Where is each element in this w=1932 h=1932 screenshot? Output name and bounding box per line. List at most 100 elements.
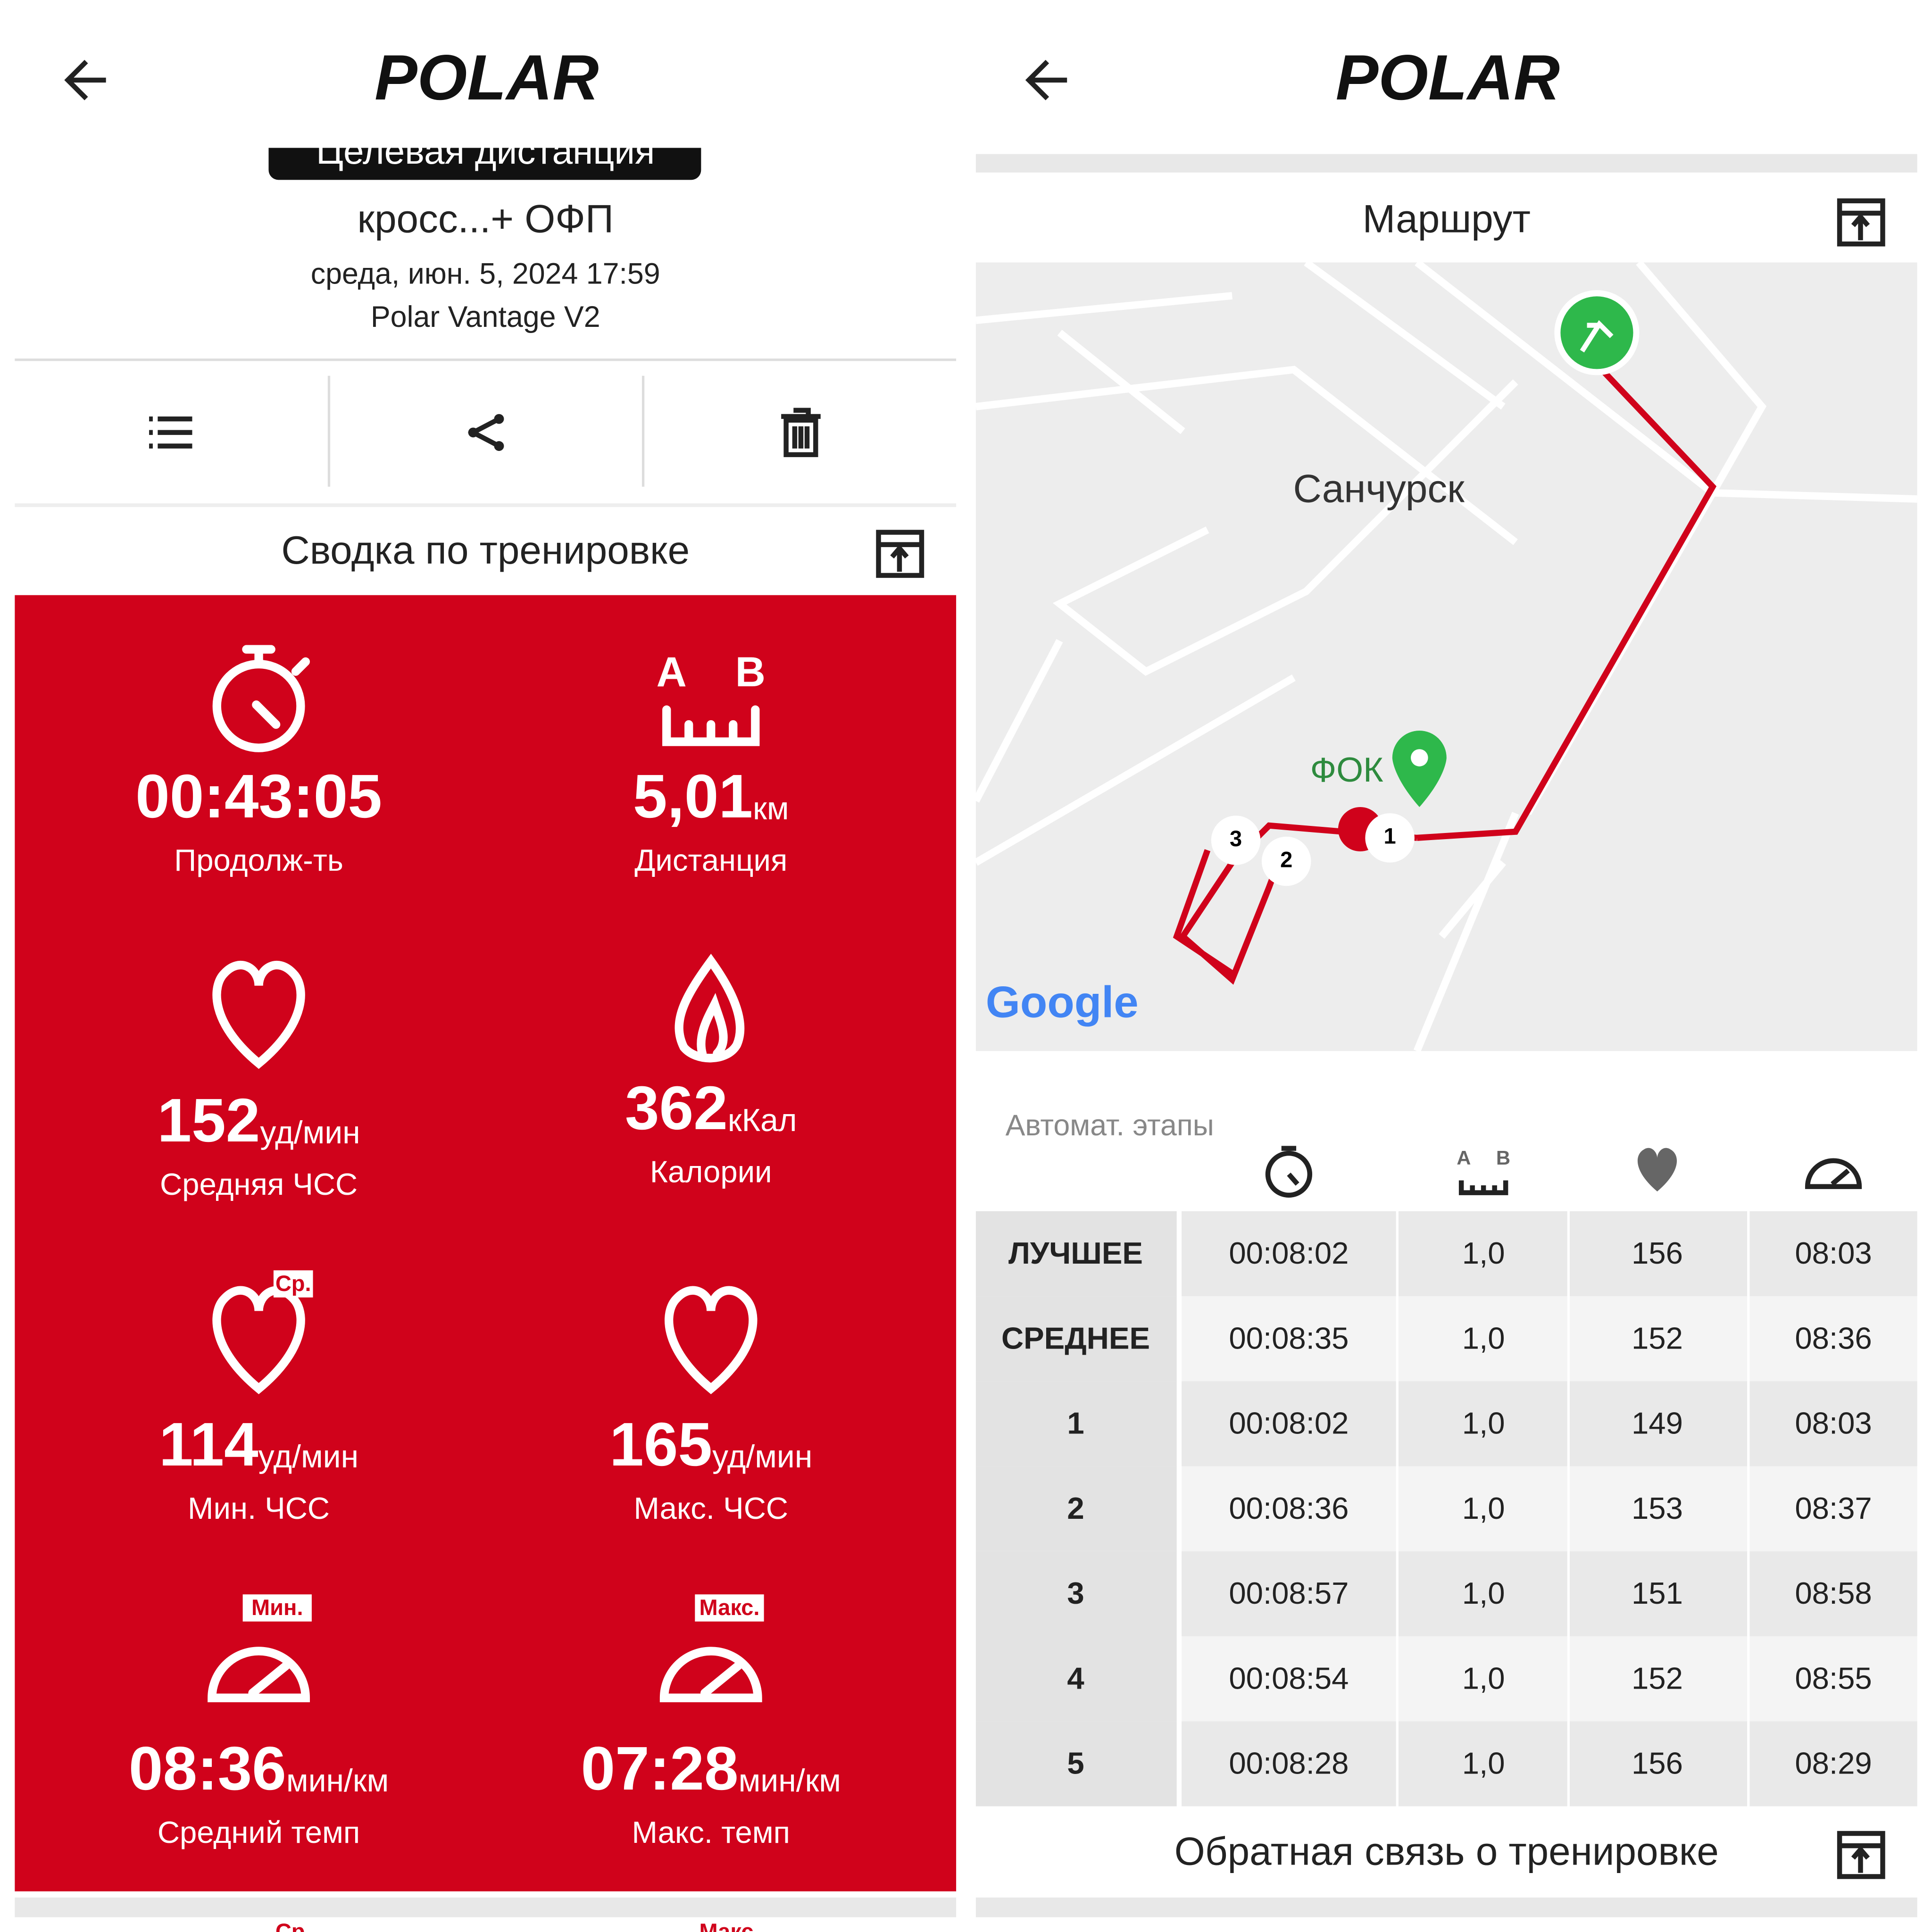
title: кросс...+ ОФП xyxy=(358,196,614,241)
cell xyxy=(1182,1721,1396,1807)
cell xyxy=(1182,1551,1396,1637)
heart-icon xyxy=(665,1286,758,1394)
cell xyxy=(975,1636,1177,1722)
cell-text: 00:08:35 xyxy=(1229,1321,1349,1355)
cell-text: 00:08:02 xyxy=(1229,1236,1349,1270)
cell-text: 5 xyxy=(1067,1746,1084,1781)
cell-text: 08:37 xyxy=(1795,1491,1872,1525)
delete-button[interactable] xyxy=(781,408,821,458)
lap-marker[interactable] xyxy=(1211,816,1261,865)
back-button[interactable] xyxy=(64,59,106,100)
stat-value: 00:43:05 xyxy=(135,761,382,830)
cell-text: 08:58 xyxy=(1795,1576,1872,1610)
value: 165 xyxy=(609,1410,712,1479)
cell xyxy=(1398,1551,1567,1637)
distance-icon xyxy=(662,705,760,746)
unit: мин/км xyxy=(286,1763,389,1799)
cell xyxy=(975,1296,1177,1382)
laps-title: Автомат. этапы xyxy=(1006,1109,1214,1142)
lap-marker[interactable] xyxy=(1261,836,1311,886)
stat-label: Мин. ЧСС xyxy=(188,1491,330,1525)
cell-text: 00:08:54 xyxy=(1229,1661,1349,1695)
map[interactable] xyxy=(972,259,1917,1053)
cell-text: 149 xyxy=(1632,1406,1683,1441)
cell-text: 3 xyxy=(1067,1576,1084,1610)
logo: POLAR xyxy=(375,42,599,113)
list-button[interactable] xyxy=(149,416,192,449)
cell-text: 152 xyxy=(1632,1661,1683,1695)
lap-marker-label: 2 xyxy=(1280,847,1292,872)
cell-text: 4 xyxy=(1067,1661,1084,1695)
badge-bg xyxy=(273,1918,313,1932)
laps-duration-icon xyxy=(1265,1146,1313,1198)
cell-text: 00:08:02 xyxy=(1229,1406,1349,1441)
cell-text: 151 xyxy=(1632,1576,1683,1610)
cell-text: 1 xyxy=(1067,1406,1084,1441)
cell xyxy=(1570,1211,1748,1297)
value: 5,01 xyxy=(633,761,753,830)
cell xyxy=(1398,1466,1567,1551)
cell xyxy=(1398,1211,1567,1297)
stat-value: 114уд/мин xyxy=(159,1410,358,1479)
cell xyxy=(1749,1551,1917,1637)
cell-text: 08:55 xyxy=(1795,1661,1872,1695)
cell-text: 152 xyxy=(1632,1321,1683,1355)
badge-bg xyxy=(273,1270,313,1298)
stat-value: 5,01км xyxy=(633,761,789,830)
export-button[interactable] xyxy=(1837,1831,1885,1879)
badge: Ср. xyxy=(275,1919,311,1932)
badge: Мин. xyxy=(251,1595,303,1620)
cell-text: 1,0 xyxy=(1462,1746,1505,1781)
separator xyxy=(15,1897,957,1917)
icon-label: A xyxy=(1457,1147,1471,1169)
stat-value: 152уд/мин xyxy=(157,1085,360,1154)
cell xyxy=(1570,1381,1748,1466)
cell-text: 1,0 xyxy=(1462,1576,1505,1610)
cell-text: 1,0 xyxy=(1462,1406,1505,1441)
stat-label: Средняя ЧСС xyxy=(160,1167,358,1201)
cell xyxy=(1570,1636,1748,1722)
cell-text: 00:08:28 xyxy=(1229,1746,1349,1781)
cell xyxy=(975,1211,1177,1297)
stat-value: 165уд/мин xyxy=(609,1410,812,1479)
cell xyxy=(1398,1636,1567,1722)
cell xyxy=(1182,1381,1396,1466)
cell-text: 153 xyxy=(1632,1491,1683,1525)
stat-label: Макс. темп xyxy=(632,1815,790,1849)
badge: Макс. xyxy=(699,1595,759,1620)
stat-value: 362кКал xyxy=(625,1073,797,1142)
export-button[interactable] xyxy=(876,530,924,578)
cell xyxy=(1570,1721,1748,1807)
separator xyxy=(975,154,1917,173)
unit: км xyxy=(753,791,789,826)
unit: уд/мин xyxy=(258,1439,358,1474)
export-button[interactable] xyxy=(1837,198,1885,247)
unit: уд/мин xyxy=(260,1115,360,1150)
cell-text: 1,0 xyxy=(1462,1661,1505,1695)
cell xyxy=(1182,1636,1396,1722)
feedback-title: Обратная связь о тренировке xyxy=(1174,1829,1719,1874)
lap-marker[interactable] xyxy=(1365,813,1415,863)
map-place: ФОК xyxy=(1310,751,1383,789)
cell-text: 00:08:36 xyxy=(1229,1491,1349,1525)
cell xyxy=(1749,1721,1917,1807)
icon-label: B xyxy=(735,649,766,695)
value: 00:43:05 xyxy=(135,761,382,830)
cell xyxy=(1749,1466,1917,1551)
cell xyxy=(975,1551,1177,1637)
lap-marker-label: 3 xyxy=(1230,826,1242,851)
cell xyxy=(1570,1296,1748,1382)
cell xyxy=(1749,1296,1917,1382)
stat-label: Калории xyxy=(650,1155,772,1189)
cell xyxy=(1182,1466,1396,1551)
stopwatch-icon xyxy=(212,645,310,752)
cell xyxy=(1749,1636,1917,1722)
cell xyxy=(1398,1721,1567,1807)
share-button[interactable] xyxy=(467,414,504,451)
laps-hr-icon xyxy=(1637,1148,1677,1192)
back-button[interactable] xyxy=(1025,59,1067,100)
value: 114 xyxy=(159,1410,258,1479)
value: 07:28 xyxy=(581,1734,739,1803)
section-title: Маршрут xyxy=(1363,196,1531,241)
